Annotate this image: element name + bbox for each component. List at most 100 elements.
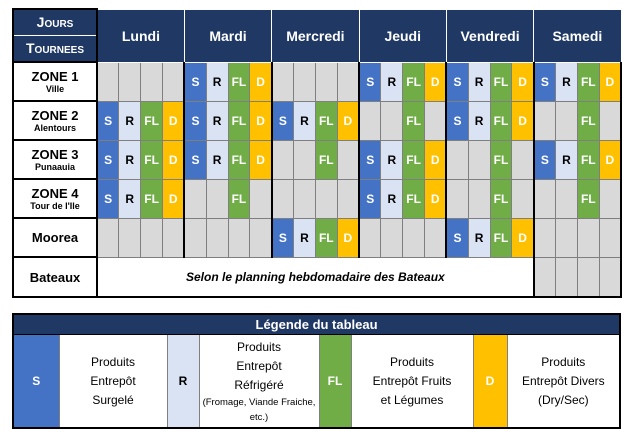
slot-r: R [467,217,491,258]
legend-code-fl: FL [318,334,352,429]
slot-empty [511,178,535,219]
legend-line: Réfrigéré [234,377,284,392]
slot-empty [96,217,120,258]
slot-fl: FL [576,61,600,102]
slot-fl: FL [402,100,426,141]
slot-empty [555,100,578,141]
legend-line: Entrepôt [90,373,136,388]
slot-empty [598,100,623,141]
slot-fl: FL [314,139,338,180]
day-header-vendredi: Vendredi [445,8,535,63]
slot-d: D [336,100,360,141]
zone-subtitle: Ville [45,83,65,94]
zone-name: ZONE 4 [31,185,79,201]
slot-empty [555,178,578,219]
corner-header: Jours Tournees [12,8,98,63]
zone-row: ZONE 1 Ville S R FL D S R FL D S R FL D S R FL D [12,61,623,102]
slot-empty [358,100,382,141]
slot-d: D [511,100,535,141]
slot-empty [96,61,120,102]
slot-r: R [380,178,404,219]
slot-d: D [598,139,623,180]
slot-empty [314,61,338,102]
day-header-lundi: Lundi [96,8,185,63]
slot-d: D [249,100,273,141]
slot-empty [249,178,273,219]
slot-fl: FL [227,100,251,141]
corner-routes-label: Tournees [25,40,84,56]
zone-row: Moorea S R FL D S R FL D [12,217,623,258]
slot-s: S [532,139,557,180]
slot-s: S [183,139,207,180]
legend-code-d: D [472,334,508,429]
slot-d: D [598,61,623,102]
zone-subtitle: Alentours [33,122,76,133]
legend-line: Produits [236,339,282,354]
slot-s: S [96,178,120,219]
slot-fl: FL [314,217,338,258]
zone-name: ZONE 1 [31,68,79,84]
day-header-mardi: Mardi [183,8,273,63]
slot-fl: FL [140,139,163,180]
zone-label: ZONE 4 Tour de l'Ile [12,178,98,219]
slot-empty [270,178,295,219]
slot-empty [336,139,360,180]
zone-row: ZONE 3 Punaauia S R FL D S R FL D FL S R FL D FL S R FL D [12,139,623,180]
zone-label: ZONE 3 Punaauia [12,139,98,180]
slot-fl: FL [402,178,426,219]
slot-d: D [161,100,185,141]
legend-line: Entrepôt [236,358,282,373]
slot-empty [118,217,142,258]
slot-s: S [358,139,382,180]
bateaux-name: Bateaux [29,269,81,285]
slot-s: S [183,100,207,141]
slot-empty [380,100,404,141]
slot-empty [598,256,623,298]
slot-s: S [96,100,120,141]
slot-fl: FL [576,178,600,219]
zone-subtitle: Tour de l'Ile [30,200,80,211]
legend-title: Légende du tableau [11,313,622,335]
slot-empty [576,217,600,258]
zone-row: ZONE 4 Tour de l'Ile S R FL D FL S R FL D FL FL [12,178,623,219]
slot-fl: FL [140,100,163,141]
slot-empty [424,100,447,141]
corner-days-label: Jours [15,11,95,36]
slot-empty [511,139,535,180]
slot-empty [380,217,404,258]
slot-empty [293,139,316,180]
slot-d: D [424,178,447,219]
legend-description-fl: Produits Entrepôt Fruits et Légumes [350,334,474,429]
slot-empty [532,178,557,219]
slot-s: S [358,178,382,219]
slot-fl: FL [314,100,338,141]
slot-r: R [555,61,578,102]
slot-r: R [555,139,578,180]
bateaux-note: Selon le planning hebdomadaire des Batea… [96,256,535,298]
slot-r: R [205,100,229,141]
legend-description-r: Produits Entrepôt Réfrigéré (Fromage, Viand… [198,334,320,429]
slot-s: S [445,217,469,258]
slot-d: D [511,217,535,258]
slot-empty [555,217,578,258]
slot-empty [532,256,557,298]
slot-empty [293,61,316,102]
slot-empty [161,217,185,258]
slot-d: D [424,61,447,102]
slot-empty [270,61,295,102]
zone-name: ZONE 2 [31,107,79,123]
slot-d: D [249,139,273,180]
slot-empty [402,217,426,258]
slot-s: S [183,61,207,102]
slot-r: R [118,178,142,219]
slot-fl: FL [402,61,426,102]
slot-d: D [336,217,360,258]
slot-empty [183,178,207,219]
slot-empty [227,217,251,258]
zone-label: ZONE 2 Alentours [12,100,98,141]
slot-r: R [293,100,316,141]
legend-line: (Dry/Sec) [537,392,589,407]
legend-row: S Produits Entrepôt Surgelé R Produits Entrepô… [12,334,622,429]
slot-empty [270,139,295,180]
slot-fl: FL [489,61,513,102]
